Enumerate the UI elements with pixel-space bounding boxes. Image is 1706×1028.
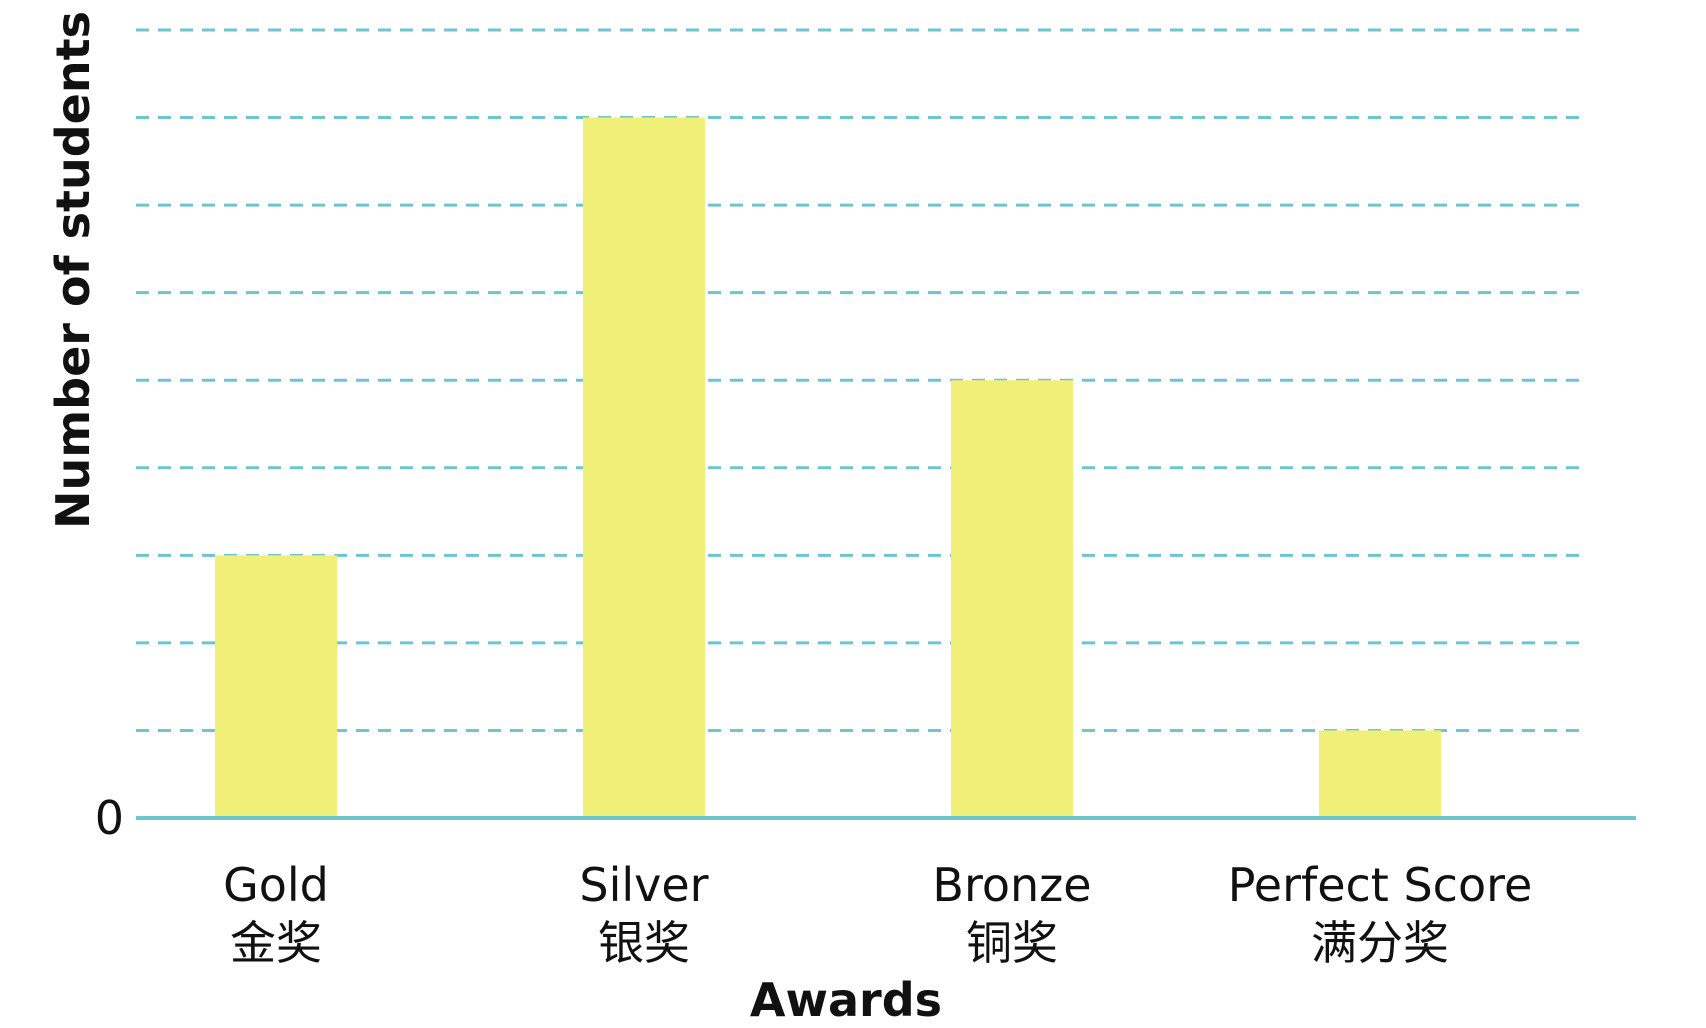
- gridlines: [136, 28, 1586, 732]
- bar: [951, 380, 1073, 818]
- y-axis-title: Number of students: [46, 11, 100, 529]
- bars: [215, 117, 1441, 819]
- x-category-label: 金奖: [230, 916, 322, 970]
- y-tick-labels: 0: [95, 791, 124, 845]
- x-category-label: Bronze: [932, 858, 1091, 912]
- x-category-label: Gold: [223, 858, 329, 912]
- x-category-label: Perfect Score: [1228, 858, 1533, 912]
- y-tick-label: 0: [95, 791, 124, 845]
- x-category-label: 铜奖: [966, 916, 1058, 970]
- x-category-label: 满分奖: [1311, 916, 1449, 970]
- x-axis-title: Awards: [750, 973, 942, 1027]
- bar: [215, 555, 337, 818]
- bar: [583, 117, 705, 819]
- bar: [1319, 730, 1441, 818]
- x-category-label: Silver: [579, 858, 708, 912]
- x-category-label: 银奖: [598, 916, 690, 970]
